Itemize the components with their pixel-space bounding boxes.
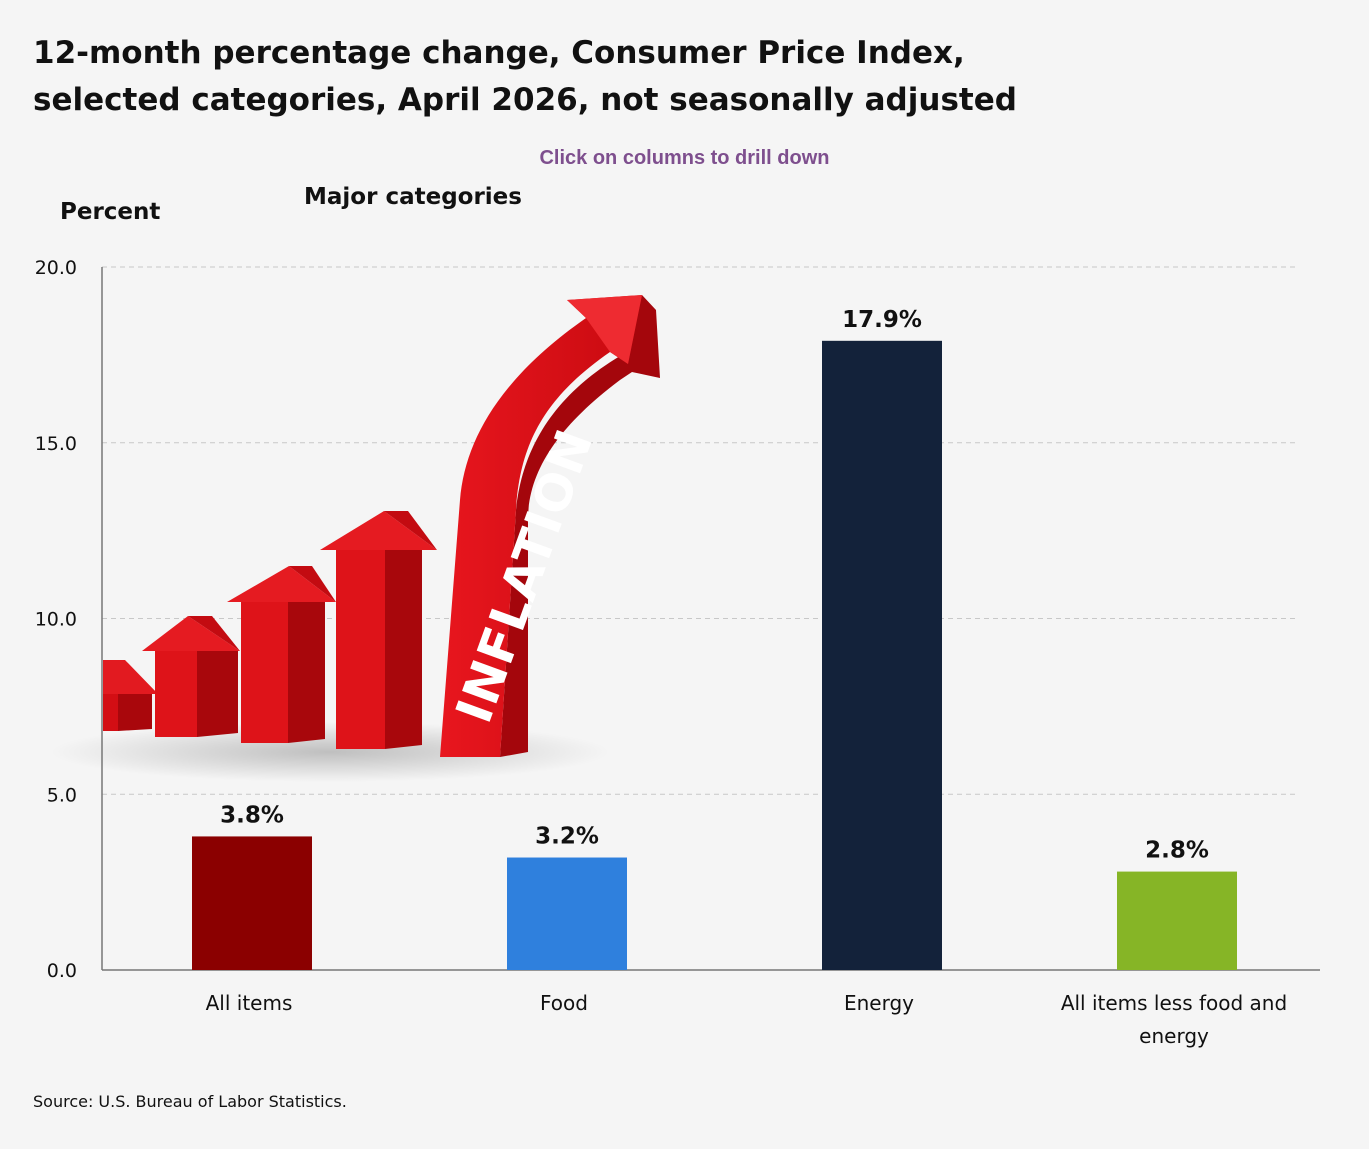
inflation-arrows-illustration: INFLATION — [50, 295, 660, 782]
x-category-label-3: All items less food and — [1061, 991, 1287, 1015]
y-tick-label-4: 20.0 — [35, 257, 77, 279]
x-category-label-1: Food — [540, 991, 588, 1015]
drill-down-instruction: Click on columns to drill down — [539, 147, 830, 169]
chart-title-line-1: 12-month percentage change, Consumer Pri… — [33, 35, 965, 71]
small-arrow-2-icon — [142, 616, 240, 737]
source-note: Source: U.S. Bureau of Labor Statistics. — [33, 1092, 347, 1111]
chart-title-line-2: selected categories, April 2026, not sea… — [33, 82, 1017, 118]
y-axis-label: Percent — [60, 199, 161, 225]
x-category-label-2: Energy — [844, 991, 914, 1015]
data-label-3: 2.8% — [1145, 838, 1209, 864]
x-category-label-0: All items — [206, 991, 293, 1015]
small-arrow-3-icon — [227, 566, 336, 743]
inflation-arrow-icon: INFLATION — [440, 295, 660, 757]
y-tick-label-0: 0.0 — [47, 960, 77, 982]
bar-0[interactable] — [192, 836, 312, 970]
bar-1[interactable] — [507, 857, 627, 970]
bar-3[interactable] — [1117, 871, 1237, 970]
y-tick-label-1: 5.0 — [47, 784, 77, 806]
data-label-0: 3.8% — [220, 802, 284, 828]
bars-layer — [192, 340, 1237, 970]
chart-subtitle: Major categories — [304, 184, 522, 210]
data-label-2: 17.9% — [842, 307, 922, 333]
small-arrow-1-icon — [103, 660, 158, 731]
small-arrow-4-icon — [320, 511, 437, 749]
bar-2[interactable] — [822, 340, 942, 970]
data-label-1: 3.2% — [535, 824, 599, 850]
y-tick-label-3: 15.0 — [35, 433, 77, 455]
labels-layer: 3.8% 3.2% 17.9% 2.8% All items Food Energy All … — [206, 307, 1288, 1048]
y-tick-label-2: 10.0 — [35, 609, 77, 631]
chart-title: 12-month percentage change, Consumer Pri… — [33, 30, 1033, 124]
x-category-label-3-line-2: energy — [1139, 1024, 1209, 1048]
